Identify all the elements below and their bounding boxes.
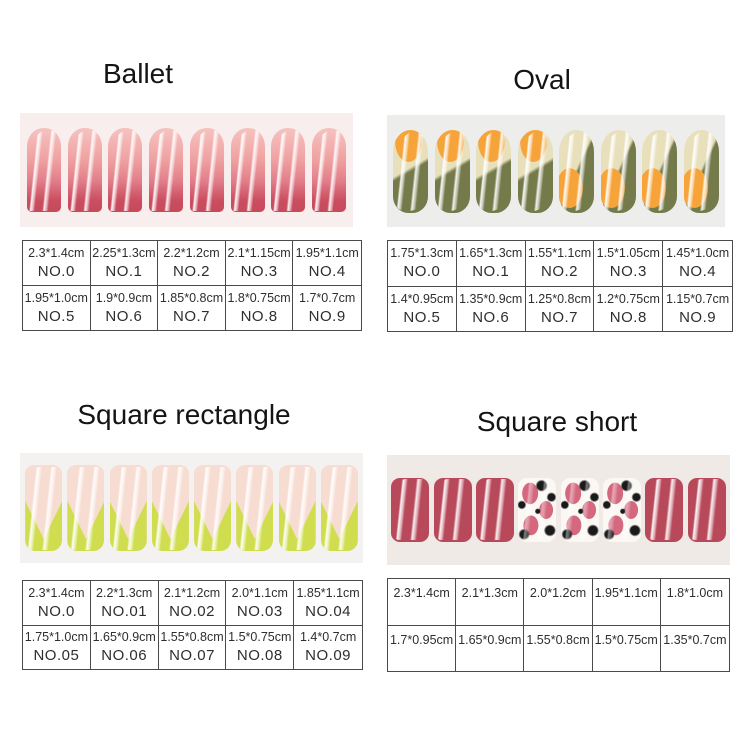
size-cell: 2.1*1.15cm NO.3 — [225, 241, 294, 286]
size-table-ballet: 2.3*1.4cm NO.0 2.25*1.3cm NO.1 2.2*1.2cm NO… — [22, 240, 362, 331]
size-cell: 1.95*1.1cm — [592, 579, 661, 626]
press-on-nail — [67, 128, 102, 212]
size-cell: 1.5*0.75cm NO.08 — [226, 625, 295, 669]
press-on-nail — [600, 129, 636, 213]
size-cell: 1.85*0.8cm NO.7 — [158, 286, 226, 330]
size-cell: 1.9*0.9cm NO.6 — [91, 286, 159, 330]
press-on-nail — [108, 128, 143, 212]
size-table-square-rectangle: 2.3*1.4cm NO.0 2.2*1.3cm NO.01 2.1*1.2cm NO… — [22, 580, 363, 670]
section-title-square-rectangle: Square rectangle — [77, 399, 291, 430]
size-cell: 1.4*0.95cm NO.5 — [388, 286, 457, 331]
press-on-nail — [312, 128, 347, 212]
press-on-nail — [189, 128, 224, 212]
size-cell: 2.3*1.4cm NO.0 — [23, 241, 91, 286]
press-on-nail — [683, 129, 719, 213]
size-cell: 1.15*0.7cm NO.9 — [665, 291, 730, 326]
size-cell: 2.25*1.3cm NO.1 — [90, 241, 159, 286]
press-on-nail — [236, 465, 274, 551]
nail-photo-ballet — [20, 113, 353, 227]
press-on-nail — [559, 129, 595, 213]
press-on-nail — [67, 465, 105, 551]
size-cell: 1.95*1.1cm NO.4 — [293, 241, 361, 286]
size-cell: 1.55*1.1cm NO.2 — [525, 241, 595, 287]
press-on-nail-leopard — [560, 478, 599, 542]
press-on-nail — [393, 129, 429, 213]
press-on-nail — [433, 478, 472, 542]
size-cell: 2.3*1.4cm — [388, 579, 457, 626]
press-on-nail — [320, 465, 358, 551]
size-table-square-short: 2.3*1.4cm 2.1*1.3cm 2.0*1.2cm 1.95*1.1cm… — [387, 578, 730, 672]
section-title-oval: Oval — [513, 64, 571, 95]
press-on-nail — [26, 128, 61, 212]
nail-photo-oval — [387, 115, 725, 227]
size-cell: 1.95*1.0cm NO.5 — [23, 286, 91, 330]
press-on-nail — [475, 478, 514, 542]
size-table-oval: 1.75*1.3cm NO.0 1.65*1.3cm NO.1 1.55*1.1cm… — [387, 240, 733, 332]
press-on-nail — [194, 465, 232, 551]
size-cell: 1.8*1.0cm — [660, 579, 729, 626]
size-cell: 1.25*0.8cm NO.7 — [526, 286, 595, 331]
size-cell: 1.35*0.9cm NO.6 — [457, 286, 526, 331]
size-cell: 1.7*0.7cm NO.9 — [299, 291, 356, 325]
size-cell: 2.1*1.3cm — [456, 579, 525, 626]
size-cell: 1.55*0.8cm — [524, 625, 593, 671]
size-cell: 2.0*1.2cm — [524, 579, 593, 626]
size-cell: 1.65*0.9cm NO.06 — [91, 625, 159, 669]
size-cell: 2.0*1.1cm NO.03 — [226, 581, 295, 626]
press-on-nail — [391, 478, 430, 542]
section-ballet: Ballet 2.3*1.4cm NO.0 2.25*1.3cm NO.1 2.2*… — [0, 0, 375, 375]
size-cell: 2.1*1.2cm NO.02 — [158, 581, 227, 626]
size-cell: 2.2*1.3cm NO.01 — [90, 581, 159, 626]
press-on-nail-leopard — [602, 478, 641, 542]
size-cell: 1.75*1.0cm NO.05 — [23, 625, 91, 669]
size-cell: 1.75*1.3cm NO.0 — [388, 241, 457, 287]
press-on-nail — [687, 478, 726, 542]
press-on-nail — [517, 129, 553, 213]
size-cell: 1.7*0.95cm — [388, 625, 457, 671]
section-title-square-short: Square short — [476, 406, 638, 437]
size-cell: 1.55*0.8cm NO.07 — [159, 625, 227, 669]
size-cell: 1.45*1.0cm NO.4 — [663, 241, 732, 287]
size-cell: 1.65*0.9cm — [456, 625, 525, 671]
size-cell: 2.2*1.2cm NO.2 — [158, 241, 226, 286]
press-on-nail — [230, 128, 265, 212]
size-cell: 1.8*0.75cm NO.8 — [226, 286, 294, 330]
press-on-nail — [645, 478, 684, 542]
nail-photo-square-short — [387, 455, 730, 565]
size-cell: 1.85*1.1cm NO.04 — [294, 581, 362, 626]
size-cell: 1.35*0.7cm — [663, 632, 727, 647]
size-cell: 1.5*1.05cm NO.3 — [594, 241, 664, 287]
press-on-nail — [25, 465, 63, 551]
size-cell: 2.3*1.4cm NO.0 — [23, 581, 91, 626]
section-square-short: Square short 2.3*1.4cm 2.1*1.3cm 2.0*1.2… — [375, 375, 750, 750]
size-cell: 1.5*0.75cm — [593, 625, 661, 671]
press-on-nail — [476, 129, 512, 213]
press-on-nail-leopard — [518, 478, 557, 542]
size-cell: 1.65*1.3cm NO.1 — [456, 241, 526, 287]
press-on-nail — [109, 465, 147, 551]
size-cell: 1.4*0.7cm NO.09 — [299, 630, 357, 665]
press-on-nail — [151, 465, 189, 551]
press-on-nail — [278, 465, 316, 551]
nail-photo-square-rectangle — [20, 453, 363, 563]
press-on-nail — [642, 129, 678, 213]
section-title-ballet: Ballet — [102, 58, 174, 89]
press-on-nail — [271, 128, 306, 212]
section-square-rectangle: Square rectangle 2.3*1.4cm NO.0 2.2*1.3cm… — [0, 375, 375, 750]
size-cell: 1.2*0.75cm NO.8 — [594, 286, 664, 331]
press-on-nail — [149, 128, 184, 212]
section-oval: Oval 1.75*1.3cm NO.0 1.65*1.3cm NO.1 1.55*… — [375, 0, 750, 375]
press-on-nail — [434, 129, 470, 213]
